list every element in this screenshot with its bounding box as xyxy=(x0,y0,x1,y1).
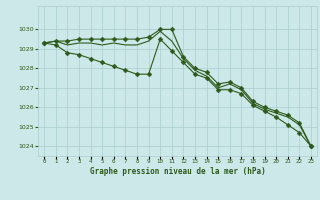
X-axis label: Graphe pression niveau de la mer (hPa): Graphe pression niveau de la mer (hPa) xyxy=(90,167,266,176)
